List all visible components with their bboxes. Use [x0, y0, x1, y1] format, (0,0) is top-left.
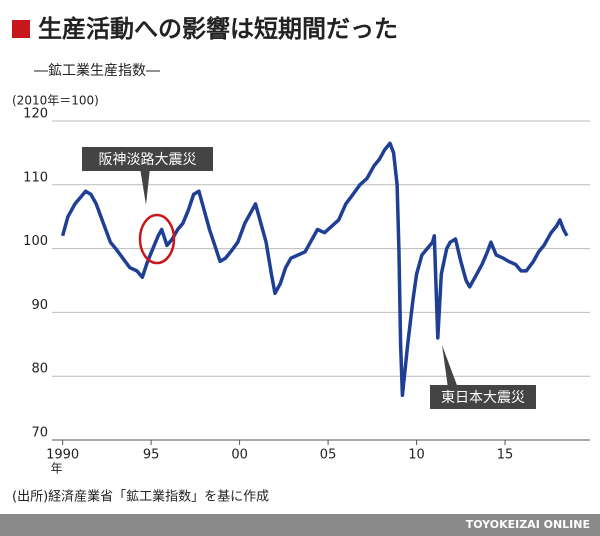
plot: 70 80 90 100 110 120 1990 95 00 05 10 15 年 阪神淡路大震災東日本…	[23, 107, 590, 476]
x-unit: 年	[51, 462, 63, 476]
y-tick-label: 110	[23, 170, 48, 185]
callout-box	[430, 385, 536, 409]
line	[60, 141, 569, 398]
y-tick-label: 90	[31, 298, 48, 313]
y-tick-label: 100	[23, 234, 48, 249]
credit: TOYOKEIZAI ONLINE	[466, 518, 590, 531]
y-tick-label: 80	[31, 362, 48, 377]
y-tick-label: 70	[31, 426, 48, 441]
x-tick-label: 15	[497, 448, 514, 463]
callout-pointer	[442, 345, 458, 388]
x-tick-label: 95	[143, 448, 160, 463]
footer-bar	[0, 514, 600, 536]
x-tick-label: 05	[320, 448, 337, 463]
source: (出所)経済産業省「鉱工業指数」を基に作成	[12, 489, 269, 505]
x-tick-label: 00	[231, 448, 248, 463]
title-marker	[12, 20, 30, 38]
annotation: 東日本大震災	[441, 390, 525, 406]
highlight-circle	[138, 213, 176, 265]
annotation: 阪神淡路大震災	[99, 152, 197, 168]
subtitle: ―鉱工業生産指数―	[34, 62, 160, 79]
x-tick-label: 10	[408, 448, 425, 463]
callout-box	[82, 147, 213, 171]
x-tick-label: 1990	[46, 448, 79, 463]
y-unit: (2010年＝100)	[12, 94, 99, 108]
chart-title: 生産活動への影響は短期間だった	[38, 15, 398, 43]
y-tick-label: 120	[23, 107, 48, 122]
callout-pointer	[140, 168, 150, 205]
